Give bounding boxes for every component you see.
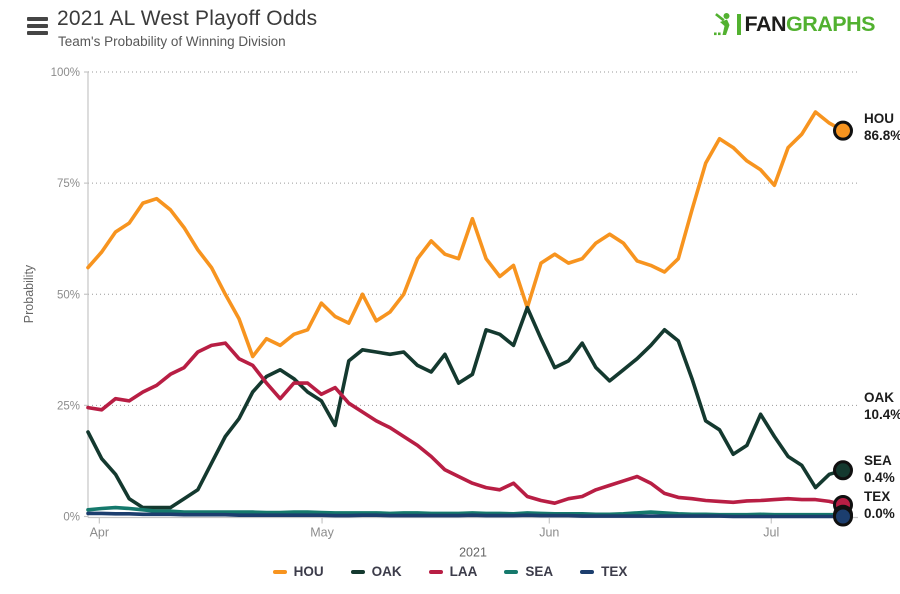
end-label-tex: TEX 0.0% [864, 489, 900, 522]
end-label-sea: SEA 0.4% [864, 453, 900, 486]
x-tick-label: Apr [90, 526, 109, 540]
endpoint-OAK [833, 460, 853, 481]
legend-item-oak[interactable]: OAK [350, 564, 402, 579]
y-tick-label: 50% [57, 289, 80, 301]
fangraphs-batter-icon [714, 13, 730, 36]
legend-item-hou[interactable]: HOU [272, 564, 324, 579]
line-LAA [86, 341, 845, 507]
line-OAK [86, 305, 845, 510]
legend-swatch-sea [504, 569, 519, 574]
legend-item-sea[interactable]: SEA [504, 564, 553, 579]
y-tick-label: 100% [51, 67, 80, 79]
end-label-value: 0.0% [864, 505, 895, 521]
legend-swatch-oak [350, 569, 365, 574]
end-label-team: OAK [864, 390, 894, 405]
logo-text-graphs: GRAPHS [786, 11, 875, 36]
legend-label: HOU [293, 564, 324, 579]
end-label-team: HOU [864, 111, 894, 126]
y-tick-label: 75% [57, 178, 80, 190]
end-label-oak: OAK 10.4% [864, 390, 900, 423]
x-tick-label: Jun [539, 526, 559, 540]
hamburger-menu-icon[interactable] [27, 17, 48, 36]
legend-label: SEA [525, 564, 554, 579]
legend-label: LAA [449, 564, 478, 579]
page-title: 2021 AL West Playoff Odds [57, 7, 318, 30]
end-label-value: 0.4% [864, 469, 895, 485]
end-label-value: 86.8% [864, 127, 900, 143]
x-tick-label: May [310, 526, 334, 540]
logo-divider-bar [737, 13, 741, 35]
legend-label: OAK [371, 564, 402, 579]
end-label-hou: HOU 86.8% [864, 111, 900, 144]
end-label-team: SEA [864, 453, 892, 468]
end-label-team: TEX [864, 489, 891, 504]
line-TEX [86, 511, 845, 519]
logo-text-fan: FAN [744, 11, 787, 36]
legend-label: TEX [601, 564, 628, 579]
chart-legend: HOU OAK LAA SEA TEX [0, 564, 900, 579]
endpoint-TEX [833, 506, 853, 527]
end-label-value: 10.4% [864, 406, 900, 422]
legend-swatch-laa [428, 569, 443, 574]
x-tick-label: Jul [763, 526, 779, 540]
y-tick-label: 0% [63, 512, 80, 524]
fangraphs-logo[interactable]: FAN GRAPHS [713, 11, 875, 37]
legend-swatch-hou [272, 569, 287, 574]
line-HOU [86, 110, 845, 359]
legend-swatch-tex [580, 569, 595, 574]
y-axis-label: Probability [22, 264, 36, 323]
endpoint-HOU [833, 120, 853, 141]
x-axis-label: 2021 [459, 546, 487, 560]
legend-item-tex[interactable]: TEX [580, 564, 627, 579]
page-subtitle: Team's Probability of Winning Division [58, 34, 286, 49]
y-tick-label: 25% [57, 400, 80, 412]
legend-item-laa[interactable]: LAA [428, 564, 478, 579]
